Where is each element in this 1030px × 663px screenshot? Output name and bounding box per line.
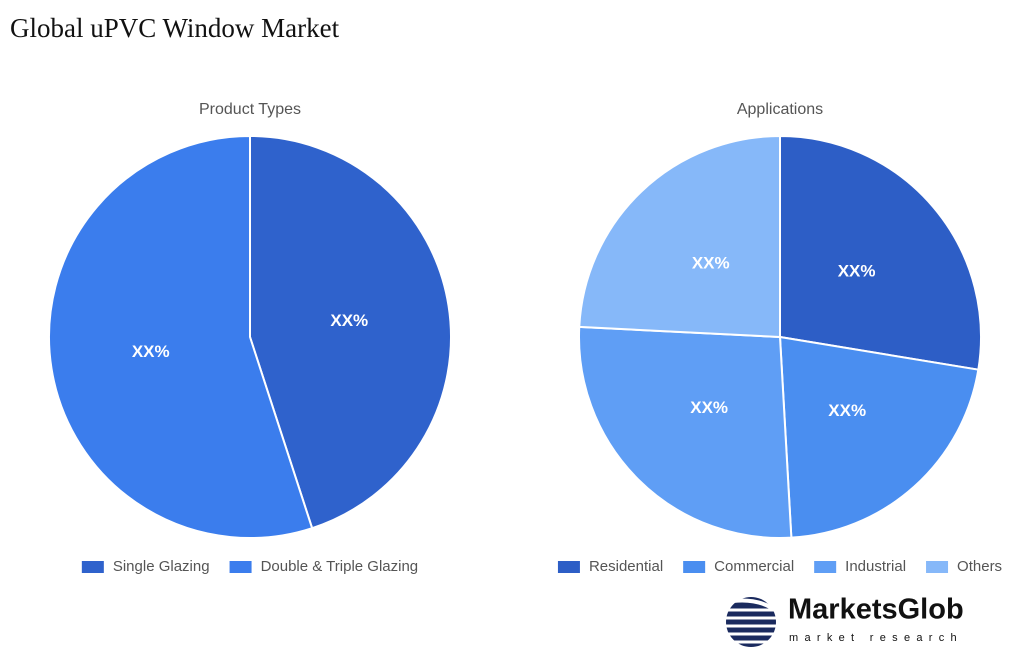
pie-slice [48, 134, 314, 539]
logo: MarketsGlob market research [726, 594, 964, 647]
data-label: XX% [690, 398, 728, 417]
data-label: XX% [828, 401, 866, 420]
legend-swatch [557, 561, 580, 573]
logo-icon [726, 597, 780, 647]
legend-swatch [229, 561, 252, 573]
logo-name: MarketsGlob [788, 594, 964, 626]
legend-swatch [683, 561, 706, 573]
data-label: XX% [132, 342, 170, 361]
legend-label: Others [957, 558, 1002, 575]
legend: Single Glazing Double & Triple Glazing [81, 558, 419, 575]
legend-swatch [814, 561, 837, 573]
page-title: Global uPVC Window Market [10, 13, 340, 43]
legend: Residential Commercial Industrial Others [557, 558, 1002, 575]
data-label: XX% [692, 254, 730, 273]
data-label: XX% [330, 311, 368, 330]
legend-label: Industrial [845, 558, 906, 575]
legend-label: Residential [589, 558, 663, 575]
pie-slice [578, 325, 793, 539]
logo-tagline: market research [789, 632, 963, 644]
legend-swatch [926, 561, 949, 573]
pie-slice [778, 335, 980, 539]
pie-slice [779, 134, 982, 371]
legend-swatch [81, 561, 104, 573]
legend-label: Double & Triple Glazing [261, 558, 419, 575]
legend-label: Commercial [714, 558, 794, 575]
chart-title: Applications [737, 101, 823, 118]
pie-slice [249, 134, 452, 530]
pie-slice [578, 134, 781, 339]
legend-label: Single Glazing [113, 558, 210, 575]
data-label: XX% [838, 261, 876, 280]
chart-title: Product Types [199, 101, 301, 118]
